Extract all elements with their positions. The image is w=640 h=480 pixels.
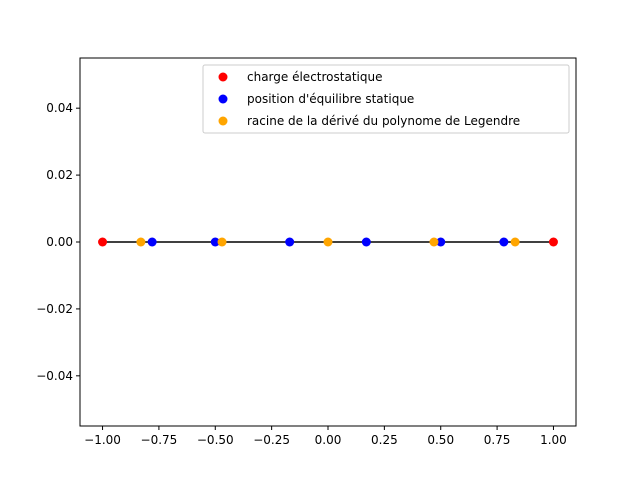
legend-marker	[218, 116, 228, 126]
legend-box	[202, 64, 570, 134]
series-0-point	[98, 237, 108, 247]
legend-marker	[218, 94, 228, 104]
y-tick-label: −0.04	[36, 369, 73, 383]
y-tick-label: 0.00	[46, 235, 73, 249]
x-tick-label: 0.50	[427, 433, 454, 447]
x-tick-label: 0.25	[371, 433, 398, 447]
y-tick-label: 0.04	[46, 101, 73, 115]
series-1-point	[147, 237, 157, 247]
x-tick-label: −0.50	[197, 433, 234, 447]
series-2-point	[429, 237, 439, 247]
x-tick-label: −0.75	[141, 433, 178, 447]
legend-marker	[218, 72, 228, 82]
x-tick-label: −0.25	[253, 433, 290, 447]
x-tick-label: 1.00	[540, 433, 567, 447]
y-tick-label: −0.02	[36, 302, 73, 316]
legend: charge électrostatique position d'équilib…	[202, 64, 570, 134]
x-tick-label: 0.00	[315, 433, 342, 447]
x-axis-ticks: −1.00 −0.75 −0.50 −0.25 0.00 0.25 0.50 0.75 1.00	[84, 426, 567, 447]
series-1-point	[499, 237, 509, 247]
x-tick-label: 0.75	[484, 433, 511, 447]
series-2-point	[323, 237, 333, 247]
series-0-points	[98, 237, 558, 247]
legend-entry: position d'équilibre statique	[218, 92, 414, 106]
legend-label: position d'équilibre statique	[247, 92, 414, 106]
series-2-point	[510, 237, 520, 247]
series-1-point	[285, 237, 295, 247]
series-2-point	[217, 237, 227, 247]
series-2-points	[136, 237, 520, 247]
series-1-points	[147, 237, 509, 247]
series-1-point	[210, 237, 220, 247]
plot-area	[98, 237, 558, 247]
legend-label: charge électrostatique	[247, 70, 382, 84]
series-0-point	[548, 237, 558, 247]
y-axis-ticks: −0.04 −0.02 0.00 0.02 0.04	[36, 101, 80, 383]
legend-entry: racine de la dérivé du polynome de Legen…	[218, 114, 520, 128]
x-tick-label: −1.00	[84, 433, 121, 447]
y-tick-label: 0.02	[46, 168, 73, 182]
series-1-point	[436, 237, 446, 247]
series-2-point	[136, 237, 146, 247]
legend-label: racine de la dérivé du polynome de Legen…	[247, 114, 520, 128]
legend-entry: charge électrostatique	[218, 70, 382, 84]
series-1-point	[361, 237, 371, 247]
